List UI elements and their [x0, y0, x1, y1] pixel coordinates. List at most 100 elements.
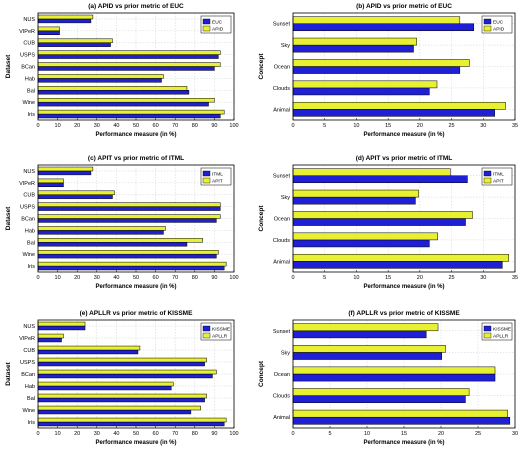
x-tick-label: 25: [449, 275, 455, 281]
bar-apit: [292, 253, 509, 262]
y-tick-label: Sky: [281, 43, 290, 49]
bar-apid: [37, 86, 188, 91]
x-tick-label: 90: [211, 275, 217, 281]
bar-kissme: [37, 325, 86, 331]
bar-apllr: [37, 417, 227, 423]
bar-apllr: [37, 405, 201, 411]
bar-euc: [292, 87, 430, 96]
bar-itml: [37, 230, 164, 235]
chart-panel-6: (f) APLLR vs prior metric of KISSME 0 5 10 1…: [258, 310, 518, 446]
axes-frame: [37, 319, 235, 429]
y-tick-label: BCan: [21, 372, 35, 378]
y-tick-label: Iris: [28, 112, 36, 118]
legend-label: EUC: [493, 20, 504, 26]
x-tick-label: 90: [211, 123, 217, 129]
bar-apllr: [37, 357, 207, 363]
y-tick-label: Bal: [27, 240, 35, 246]
x-tick-label: 30: [94, 275, 100, 281]
x-tick-label: 40: [113, 275, 119, 281]
y-tick-label: Clouds: [273, 394, 290, 400]
legend-label: APID: [212, 27, 224, 33]
x-tick-label: 40: [113, 431, 119, 437]
bar-apit: [37, 226, 166, 231]
bar-apid: [37, 97, 215, 103]
chart-title: (e) APLLR vs prior metric of KISSME: [80, 310, 193, 317]
bar-euc: [37, 113, 221, 119]
legend-label: APID: [493, 27, 505, 33]
y-tick-label: USPS: [20, 205, 35, 211]
x-tick-label: 40: [113, 123, 119, 129]
bar-apid: [37, 14, 94, 20]
x-axis-label: Performance measure (in %): [363, 284, 444, 290]
bar-kissme: [37, 397, 205, 403]
bar-apit: [37, 214, 221, 219]
x-tick-label: 50: [133, 431, 139, 437]
y-tick-label: Sky: [281, 195, 290, 201]
x-tick-label: 100: [229, 431, 238, 437]
axes-frame: [37, 12, 235, 121]
legend-label: EUC: [212, 20, 223, 26]
y-tick-label: Hab: [25, 384, 35, 390]
y-tick-label: NUS: [23, 17, 35, 23]
y-tick-label: BCan: [21, 65, 35, 71]
y-axis-label: Concept: [258, 53, 265, 80]
bar-euc: [37, 18, 92, 24]
y-tick-label: Bal: [27, 396, 35, 402]
bar-apit: [292, 232, 438, 241]
bar-euc: [292, 109, 495, 117]
bar-apid: [37, 74, 164, 79]
x-tick-label: 10: [55, 431, 61, 437]
y-tick-label: Sunset: [273, 174, 291, 180]
chart-panel-4: (d) APIT vs prior metric of ITML 0 5 10 15 20…: [258, 155, 518, 290]
bar-apid: [37, 109, 225, 115]
axes-frame: [292, 319, 516, 429]
legend-swatch: [202, 18, 211, 25]
bar-itml: [37, 218, 217, 223]
bar-euc: [37, 30, 60, 36]
x-tick-label: 0: [36, 431, 39, 437]
chart-title: (c) APIT vs prior metric of ITML: [88, 155, 184, 162]
y-tick-label: Wine: [22, 252, 35, 258]
y-tick-label: Animal: [273, 259, 290, 265]
bar-apllr: [37, 393, 207, 399]
x-tick-label: 15: [401, 431, 407, 437]
bar-apid: [37, 62, 221, 67]
bar-itml: [37, 182, 64, 188]
x-tick-label: 70: [172, 275, 178, 281]
y-axis-label: Concept: [258, 360, 265, 387]
bar-euc: [37, 101, 209, 107]
bar-euc: [37, 54, 219, 59]
legend-swatch: [483, 25, 492, 32]
bar-apllr: [292, 345, 446, 353]
bar-itml: [37, 194, 113, 199]
y-tick-label: CUB: [23, 41, 35, 47]
bar-itml: [37, 253, 217, 259]
legend-swatch: [202, 25, 211, 32]
y-tick-label: Wine: [22, 100, 35, 106]
bar-itml: [292, 218, 466, 226]
bar-kissme: [37, 373, 213, 379]
y-tick-label: VIPeR: [19, 29, 35, 35]
y-tick-label: CUB: [23, 348, 35, 354]
x-tick-label: 90: [211, 431, 217, 437]
legend-swatch: [483, 18, 492, 25]
bar-kissme: [37, 421, 225, 427]
y-tick-label: Animal: [273, 107, 290, 113]
bar-apid: [292, 37, 417, 46]
bar-euc: [37, 78, 162, 83]
bar-euc: [37, 42, 111, 47]
legend-label: KISSME: [493, 327, 511, 333]
x-tick-label: 50: [133, 123, 139, 129]
bar-kissme: [292, 416, 511, 425]
y-tick-label: CUB: [23, 193, 35, 199]
bar-apit: [37, 190, 115, 195]
bar-apllr: [292, 409, 508, 418]
legend-swatch: [483, 332, 492, 339]
axes-frame: [292, 12, 516, 121]
y-tick-label: Hab: [25, 228, 35, 234]
legend-label: ITML: [212, 172, 223, 178]
x-tick-label: 10: [55, 275, 61, 281]
chart-title: (f) APLLR vs prior metric of KISSME: [348, 310, 460, 317]
legend-swatch: [483, 177, 492, 184]
legend-swatch: [202, 170, 211, 177]
